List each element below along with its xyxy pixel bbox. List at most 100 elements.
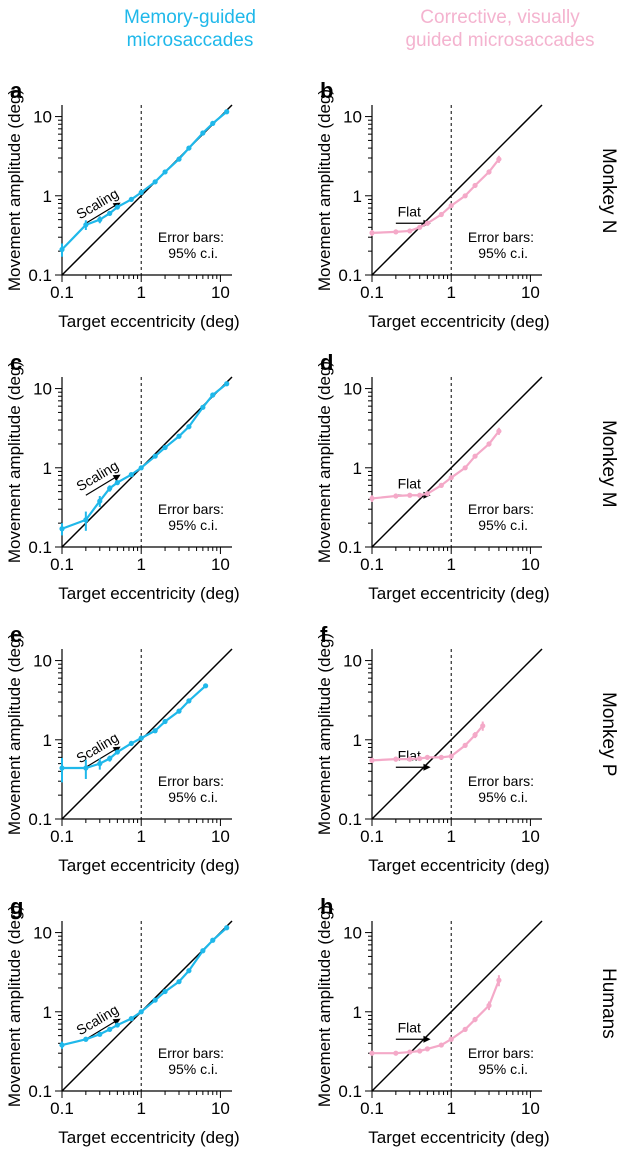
error-bar-note-line2: 95% c.i.	[168, 789, 218, 805]
data-point	[393, 1050, 399, 1056]
data-point	[203, 683, 209, 689]
x-tick-label: 10	[521, 1099, 540, 1118]
data-point	[114, 1022, 120, 1028]
error-bar-note-line2: 95% c.i.	[478, 517, 528, 533]
x-tick-label: 0.1	[360, 1099, 384, 1118]
error-bar-note-line1: Error bars:	[158, 501, 224, 517]
y-axis-label: Movement amplitude (deg)	[5, 361, 24, 563]
chart-panel-g: 0.10.1 1 1 10 10 Target eccentricity (deg) Mov…	[5, 905, 240, 1147]
annotation-arrow-head	[112, 474, 121, 482]
data-point	[486, 1002, 492, 1009]
data-point	[186, 145, 192, 151]
x-tick-label: 1	[446, 1099, 455, 1118]
data-point	[462, 1026, 468, 1032]
data-point	[162, 444, 168, 451]
annotation-arrow-head	[112, 1018, 121, 1026]
data-point	[462, 193, 468, 199]
column-title-memory: Memory-guided microsaccades	[60, 6, 320, 52]
chart-panel-e: 0.10.1 1 1 10 10 Target eccentricity (deg) Mov…	[5, 633, 240, 875]
data-point	[186, 424, 192, 430]
data-point	[393, 493, 399, 499]
data-point	[83, 517, 89, 523]
data-point	[200, 404, 206, 410]
y-axis-label: Movement amplitude (deg)	[315, 905, 334, 1107]
data-point	[97, 498, 103, 504]
error-bar-note-line1: Error bars:	[468, 229, 534, 245]
annotation-arrow-shaft	[85, 476, 117, 496]
chart-panel-d: 0.10.1 1 1 10 10 Target eccentricity (deg) Mov…	[315, 361, 550, 603]
x-tick-label: 10	[521, 827, 540, 846]
error-bar-note-line2: 95% c.i.	[478, 1061, 528, 1077]
data-point	[210, 937, 216, 943]
data-point	[59, 1042, 65, 1048]
panel-letter-d: d	[320, 350, 334, 375]
panel-letter-a: a	[10, 78, 23, 103]
data-point	[369, 1050, 375, 1056]
data-point	[496, 977, 502, 983]
data-point	[128, 196, 134, 203]
y-tick-label: 0.1	[28, 538, 52, 557]
y-tick-label: 10	[343, 652, 362, 671]
y-tick-label: 0.1	[338, 810, 362, 829]
annotation-label: Flat	[398, 203, 421, 219]
data-point	[176, 708, 182, 714]
data-point	[448, 753, 454, 759]
unity-line	[371, 104, 543, 276]
data-point	[393, 229, 399, 235]
y-tick-label: 0.1	[28, 810, 52, 829]
x-tick-label: 10	[521, 283, 540, 302]
x-tick-label: 0.1	[360, 555, 384, 574]
chart-panel-h: 0.10.1 1 1 10 10 Target eccentricity (deg) Mov…	[315, 905, 550, 1147]
data-point	[369, 495, 375, 502]
data-point	[176, 156, 182, 162]
data-point	[462, 742, 468, 748]
data-point	[448, 1036, 454, 1042]
data-point	[97, 217, 103, 223]
data-point	[97, 761, 103, 767]
data-point	[438, 754, 444, 760]
series-line	[61, 382, 228, 530]
annotation-arrow-shaft	[85, 748, 117, 768]
series-line	[371, 725, 484, 762]
data-point	[107, 485, 113, 491]
y-tick-label: 1	[43, 731, 52, 750]
data-point	[162, 169, 168, 175]
data-point	[176, 433, 182, 439]
x-tick-label: 0.1	[360, 283, 384, 302]
x-tick-label: 10	[211, 1099, 230, 1118]
column-title-visual-line2: guided microsaccades	[405, 30, 595, 51]
panel-letter-c: c	[10, 350, 23, 375]
data-point	[107, 755, 113, 762]
data-point	[438, 1042, 444, 1048]
error-bar-note-line1: Error bars:	[468, 773, 534, 789]
panel-letter-e: e	[10, 622, 23, 647]
data-point	[407, 1049, 413, 1055]
x-tick-label: 10	[521, 555, 540, 574]
error-bar-note-line2: 95% c.i.	[168, 517, 218, 533]
data-point	[138, 189, 144, 196]
data-point	[417, 1048, 423, 1054]
data-point	[107, 210, 113, 216]
annotation-arrow-shaft	[85, 1020, 117, 1040]
data-point	[114, 480, 120, 486]
annotation-label: Flat	[398, 475, 421, 491]
data-point	[448, 475, 454, 481]
y-tick-label: 1	[353, 187, 362, 206]
x-tick-label: 0.1	[50, 827, 74, 846]
data-point	[224, 109, 230, 115]
y-tick-label: 1	[353, 1003, 362, 1022]
data-point	[128, 740, 134, 747]
y-tick-label: 0.1	[338, 266, 362, 285]
data-point	[496, 156, 502, 162]
data-point	[224, 925, 230, 931]
error-bar-note-line1: Error bars:	[158, 773, 224, 789]
y-axis-label: Movement amplitude (deg)	[5, 89, 24, 291]
y-tick-label: 1	[43, 187, 52, 206]
data-point	[152, 453, 158, 459]
y-tick-label: 1	[353, 731, 362, 750]
data-point	[496, 428, 502, 434]
data-point	[97, 1031, 103, 1037]
data-point	[138, 465, 144, 471]
unity-line	[371, 648, 543, 820]
data-point	[472, 453, 478, 459]
